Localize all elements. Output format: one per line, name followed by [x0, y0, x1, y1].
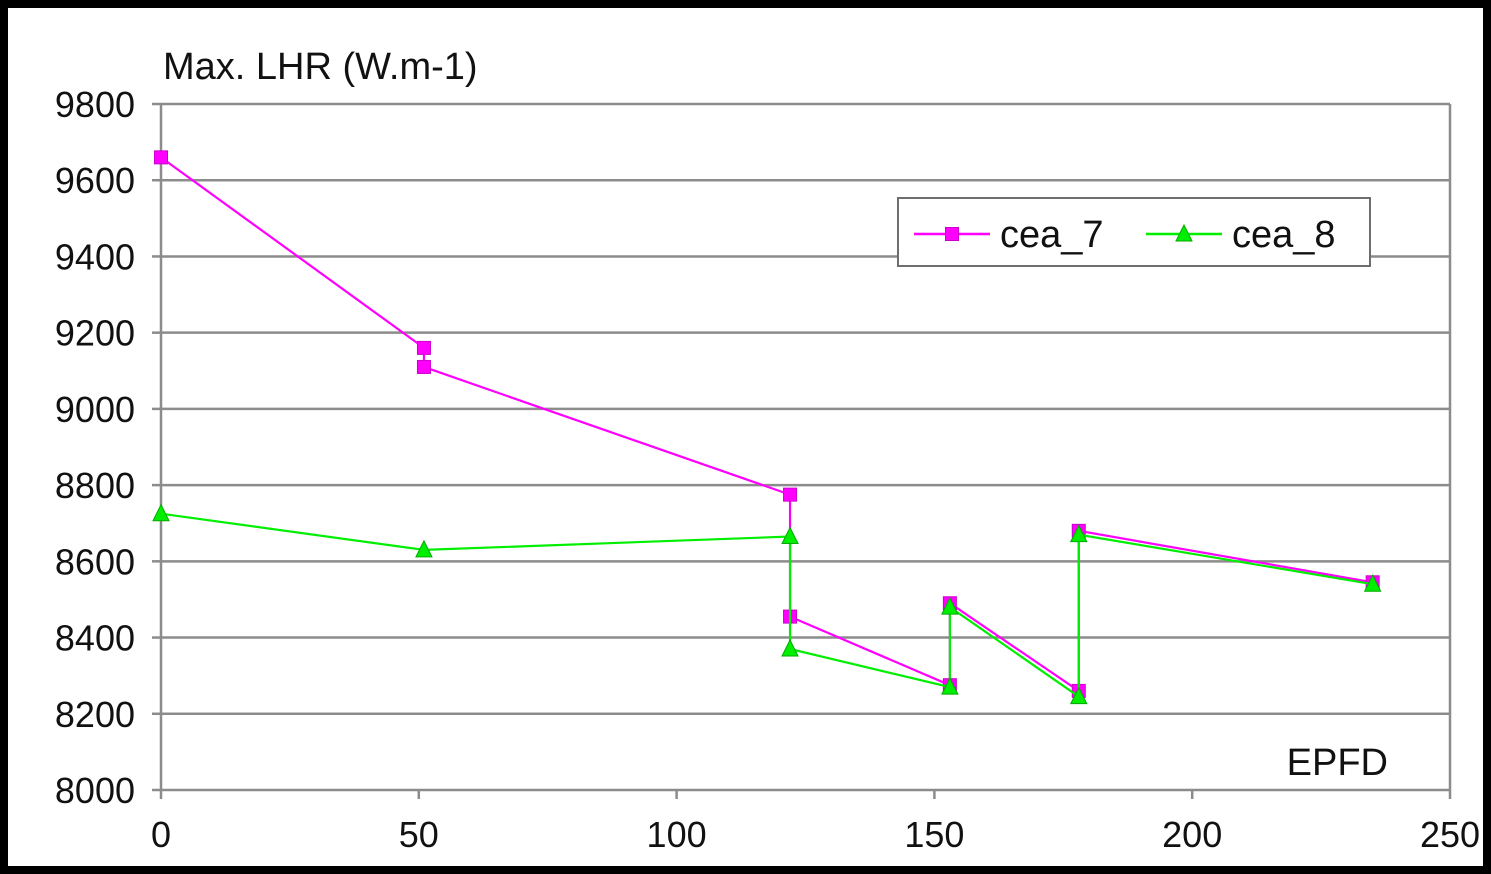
y-tick-label: 9200 [55, 313, 135, 354]
y-tick-label: 8000 [55, 770, 135, 811]
legend-box [897, 197, 1371, 267]
x-tick-label: 150 [904, 814, 964, 855]
x-tick-label: 100 [647, 814, 707, 855]
data-point-cea_8 [152, 503, 170, 522]
tick-labels: 8000 8200 8400 8600 8800 9000 9200 9400 9600 9800… [55, 84, 1480, 855]
series-lines [152, 150, 1382, 705]
y-tick-label: 8800 [55, 465, 135, 506]
x-tick-label: 200 [1162, 814, 1222, 855]
axes [152, 102, 1452, 799]
gridlines [161, 102, 1452, 790]
data-point-cea_8 [941, 596, 959, 615]
legend-marker-cea_7 [945, 227, 959, 241]
data-point-cea_7 [416, 340, 431, 355]
data-point-cea_8 [781, 526, 799, 545]
y-tick-label: 8600 [55, 541, 135, 582]
y-tick-label: 9800 [55, 84, 135, 125]
y-tick-label: 9000 [55, 389, 135, 430]
y-tick-label: 8200 [55, 694, 135, 735]
data-point-cea_8 [781, 638, 799, 657]
x-tick-label: 0 [151, 814, 171, 855]
legend-entry-cea_8: cea_8 [1146, 214, 1336, 256]
y-tick-label: 9400 [55, 236, 135, 277]
legend-entry-cea_7: cea_7 [914, 214, 1104, 256]
legend-marker-cea_8 [1175, 223, 1193, 242]
legend-label-cea_7: cea_7 [1000, 214, 1104, 256]
series-line-cea_8 [160, 512, 1373, 699]
y-tick-label: 9600 [55, 160, 135, 201]
data-point-cea_8 [1069, 524, 1088, 543]
data-point-cea_8 [1069, 686, 1088, 705]
data-point-cea_8 [941, 676, 959, 695]
x-tick-label: 50 [399, 814, 439, 855]
legend-label-cea_8: cea_8 [1232, 214, 1336, 256]
legend: cea_7 cea_8 [897, 197, 1371, 267]
y-tick-label: 8400 [55, 618, 135, 659]
data-point-cea_8 [415, 539, 433, 558]
data-point-cea_7 [154, 150, 168, 165]
y-axis-title: Max. LHR (W.m-1) [163, 46, 478, 88]
data-point-cea_7 [416, 359, 431, 374]
series-cea_8 [152, 503, 1382, 705]
data-point-cea_7 [783, 487, 798, 502]
x-axis-title: EPFD [1287, 742, 1388, 784]
x-tick-label: 250 [1420, 814, 1480, 855]
data-point-cea_8 [1363, 574, 1382, 592]
line-chart: 8000 8200 8400 8600 8800 9000 9200 9400 9600 9800… [55, 46, 1480, 855]
